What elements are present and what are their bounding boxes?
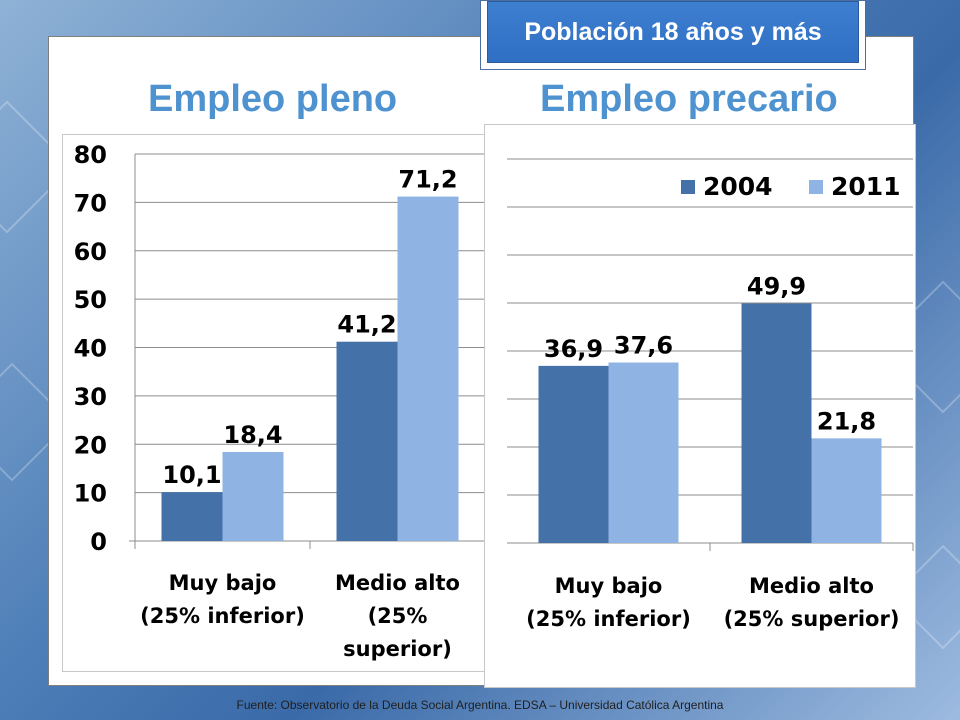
category-label: Muy bajo <box>169 571 277 595</box>
chart-empleo-pleno-frame: 0 10 20 30 40 50 60 70 80 10,1 18,4 Muy bajo (25% in… <box>62 134 490 672</box>
y-tick-label: 30 <box>74 383 107 411</box>
data-label: 36,9 <box>544 335 603 363</box>
y-tick-label: 80 <box>74 141 107 169</box>
category-label: (25% superior) <box>724 607 900 631</box>
bar-2004 <box>741 303 812 543</box>
bar-2004 <box>161 492 223 541</box>
data-label: 21,8 <box>817 407 876 435</box>
bar-2004 <box>538 365 609 543</box>
source-footer: Fuente: Observatorio de la Deuda Social … <box>236 698 724 712</box>
y-tick-label: 0 <box>90 528 107 556</box>
legend-swatch-2011 <box>809 180 823 194</box>
category-label: (25% <box>368 604 428 628</box>
legend-label: 2011 <box>831 172 901 201</box>
legend-label: 2004 <box>703 172 773 201</box>
population-badge: Población 18 años y más <box>480 0 866 70</box>
data-label: 49,9 <box>747 272 806 300</box>
data-label: 10,1 <box>162 461 221 489</box>
bar-2004 <box>336 341 398 541</box>
y-tick-label: 60 <box>74 238 107 266</box>
y-tick-label: 50 <box>74 286 107 314</box>
bar-2011 <box>397 196 459 541</box>
data-label: 18,4 <box>223 421 282 449</box>
category-label: (25% inferior) <box>140 604 305 628</box>
category-label: Medio alto <box>335 571 460 595</box>
y-tick-label: 40 <box>74 335 107 363</box>
data-label: 37,6 <box>614 332 673 360</box>
bar-2011 <box>222 451 284 541</box>
chart-empleo-precario-frame: 36,9 37,6 Muy bajo (25% inferior) 49,9 21,8 Me… <box>484 124 916 688</box>
heading-empleo-pleno: Empleo pleno <box>148 78 398 120</box>
legend-swatch-2004 <box>681 180 695 194</box>
y-tick-label: 20 <box>74 431 107 459</box>
category-label: Medio alto <box>749 574 874 598</box>
y-tick-label: 70 <box>74 189 107 217</box>
chart-empleo-pleno: 0 10 20 30 40 50 60 70 80 10,118,4 Muy bajo (25% in… <box>74 141 486 661</box>
category-label: (25% inferior) <box>526 607 691 631</box>
category-label: superior) <box>343 637 452 661</box>
chart-empleo-precario: 36,9 37,6 Muy bajo (25% inferior) 49,9 21,8 Me… <box>507 158 914 631</box>
category-label: Muy bajo <box>555 574 663 598</box>
data-label: 71,2 <box>398 166 457 194</box>
bar-2011 <box>608 362 679 543</box>
data-label: 41,2 <box>337 311 396 339</box>
bar-2011 <box>811 438 882 543</box>
heading-empleo-precario: Empleo precario <box>540 78 838 120</box>
population-badge-label: Población 18 años y más <box>487 1 859 63</box>
y-tick-label: 10 <box>74 480 107 508</box>
